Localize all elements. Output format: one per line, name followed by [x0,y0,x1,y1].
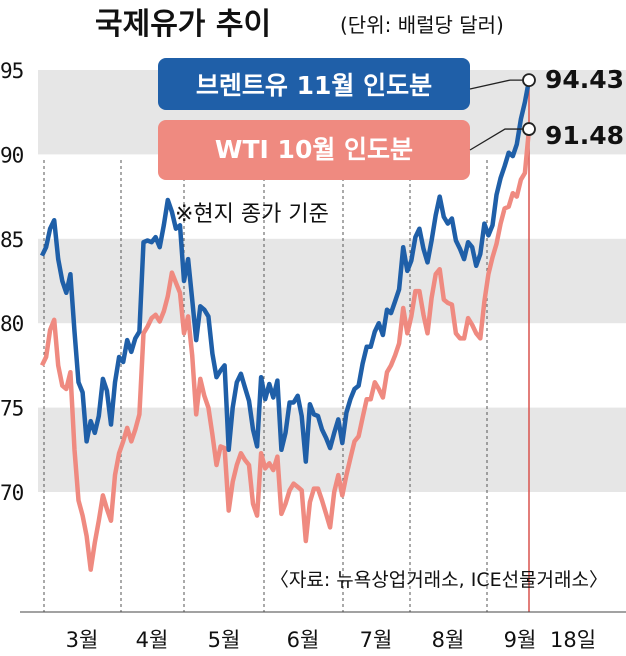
chart-subtitle: (단위: 배럴당 달러) [340,13,504,37]
callout-line-brent [469,79,523,90]
y-tick-label: 85 [0,228,23,252]
legend-box-brent [158,58,470,110]
series-line-wti [39,128,532,572]
end-date-label: 18일 [550,628,596,652]
x-tick-label: 6월 [287,628,320,652]
y-tick-label: 70 [0,481,24,505]
y-tick-label: 90 [0,143,24,167]
end-marker-brent [522,73,536,88]
x-tick-label: 5월 [208,628,241,652]
x-tick-label: 4월 [136,628,169,652]
end-marker-wti [522,122,536,136]
chart-title: 국제유가 추이 [95,7,271,42]
x-tick-label: 8월 [432,628,465,652]
x-tick-label: 7월 [360,628,393,652]
y-tick-label: 95 [0,59,23,83]
legend-label-brent: 브렌트유 11월 인도분 [196,71,432,100]
grid-band [38,407,626,492]
series-line-brent [39,79,532,464]
legend-box-wti [158,120,470,180]
x-tick-label: 9월 [504,628,537,652]
end-value-wti: 91.48 [545,121,624,150]
y-tick-label: 75 [0,397,23,421]
y-tick-label: 80 [0,312,24,336]
end-value-brent: 94.43 [545,65,624,94]
basis-note: ※현지 종가 기준 [175,202,329,227]
legend-label-wti: WTI 10월 인도분 [215,135,413,164]
source-note: 〈자료: 뉴욕상업거래소, ICE선물거래소〉 [270,569,608,591]
callout-line-wti [469,128,523,151]
grid-band [38,238,626,324]
x-tick-label: 3월 [66,628,99,652]
x-axis-ticks: 3월 4월 5월 6월 7월 8월 9월 [66,628,537,652]
y-axis-ticks: 95 90 85 80 75 70 [0,59,25,505]
